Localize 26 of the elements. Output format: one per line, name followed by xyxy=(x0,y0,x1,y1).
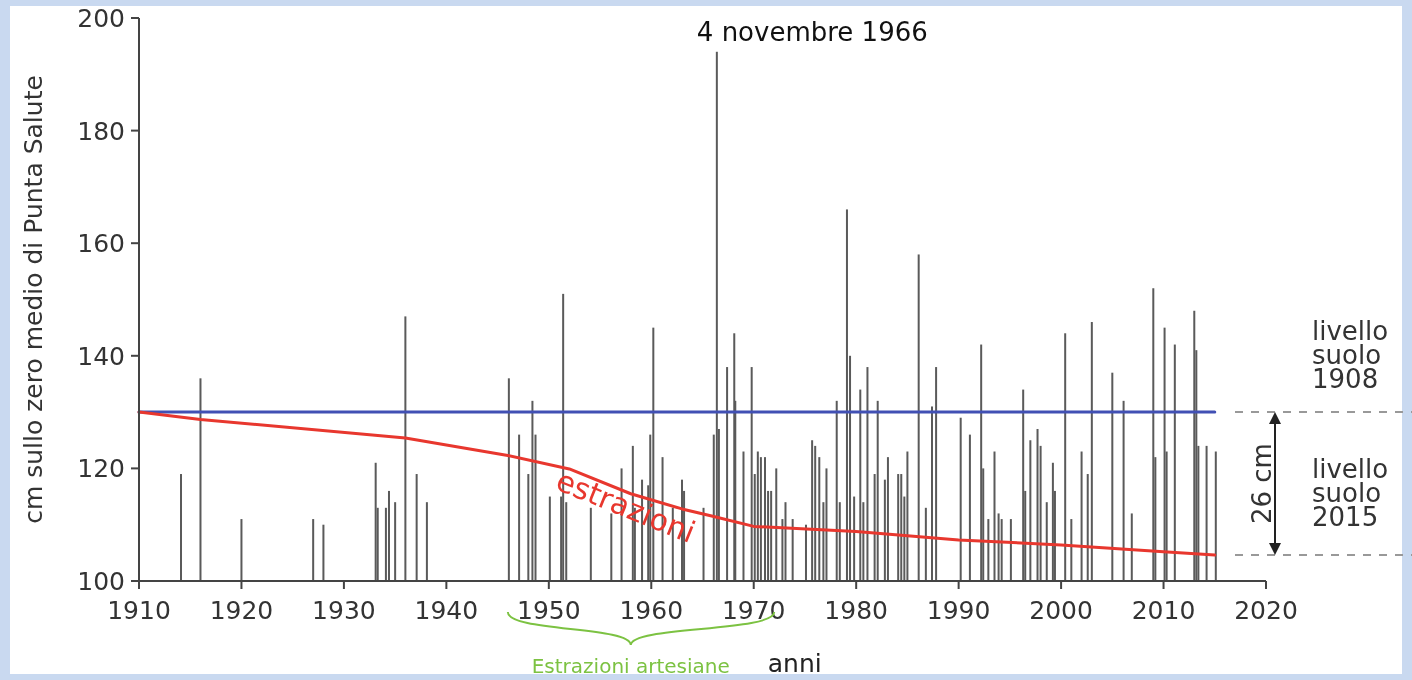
x-tick-label: 1950 xyxy=(517,596,581,625)
y-tick-label: 140 xyxy=(77,341,125,371)
x-tick-label: 1940 xyxy=(414,596,479,625)
x-tick-label: 1930 xyxy=(312,596,376,625)
x-tick-label: 1920 xyxy=(209,596,274,625)
x-tick-label: 1910 xyxy=(107,596,171,625)
x-tick-label: 2010 xyxy=(1131,596,1196,625)
y-tick-label: 160 xyxy=(77,229,125,259)
x-tick-label: 1960 xyxy=(619,596,684,625)
annotation: 4 novembre 1966 xyxy=(696,16,928,47)
text: livello suolo 1908 xyxy=(1312,316,1389,394)
text: livello suolo 2015 xyxy=(1312,454,1389,532)
y-tick-label: 100 xyxy=(77,567,125,596)
line-series xyxy=(137,410,1217,557)
y-axis-title: cm sullo zero medio di Punta Salute xyxy=(19,75,48,524)
x-tick-label: 2000 xyxy=(1029,596,1093,625)
x-tick-label: 1990 xyxy=(926,596,991,625)
x-tick-label: 1970 xyxy=(721,596,786,625)
annotation: 26 cm xyxy=(1247,443,1277,525)
x-axis-title: anni xyxy=(767,649,822,678)
x-tick-label: 1980 xyxy=(824,596,888,625)
x-tick-label: 2020 xyxy=(1234,596,1298,625)
text: Estrazioni artesiane xyxy=(531,654,730,678)
y-tick-label: 180 xyxy=(77,116,125,146)
y-tick-label: 200 xyxy=(77,4,125,33)
y-tick-label: 120 xyxy=(77,454,125,484)
